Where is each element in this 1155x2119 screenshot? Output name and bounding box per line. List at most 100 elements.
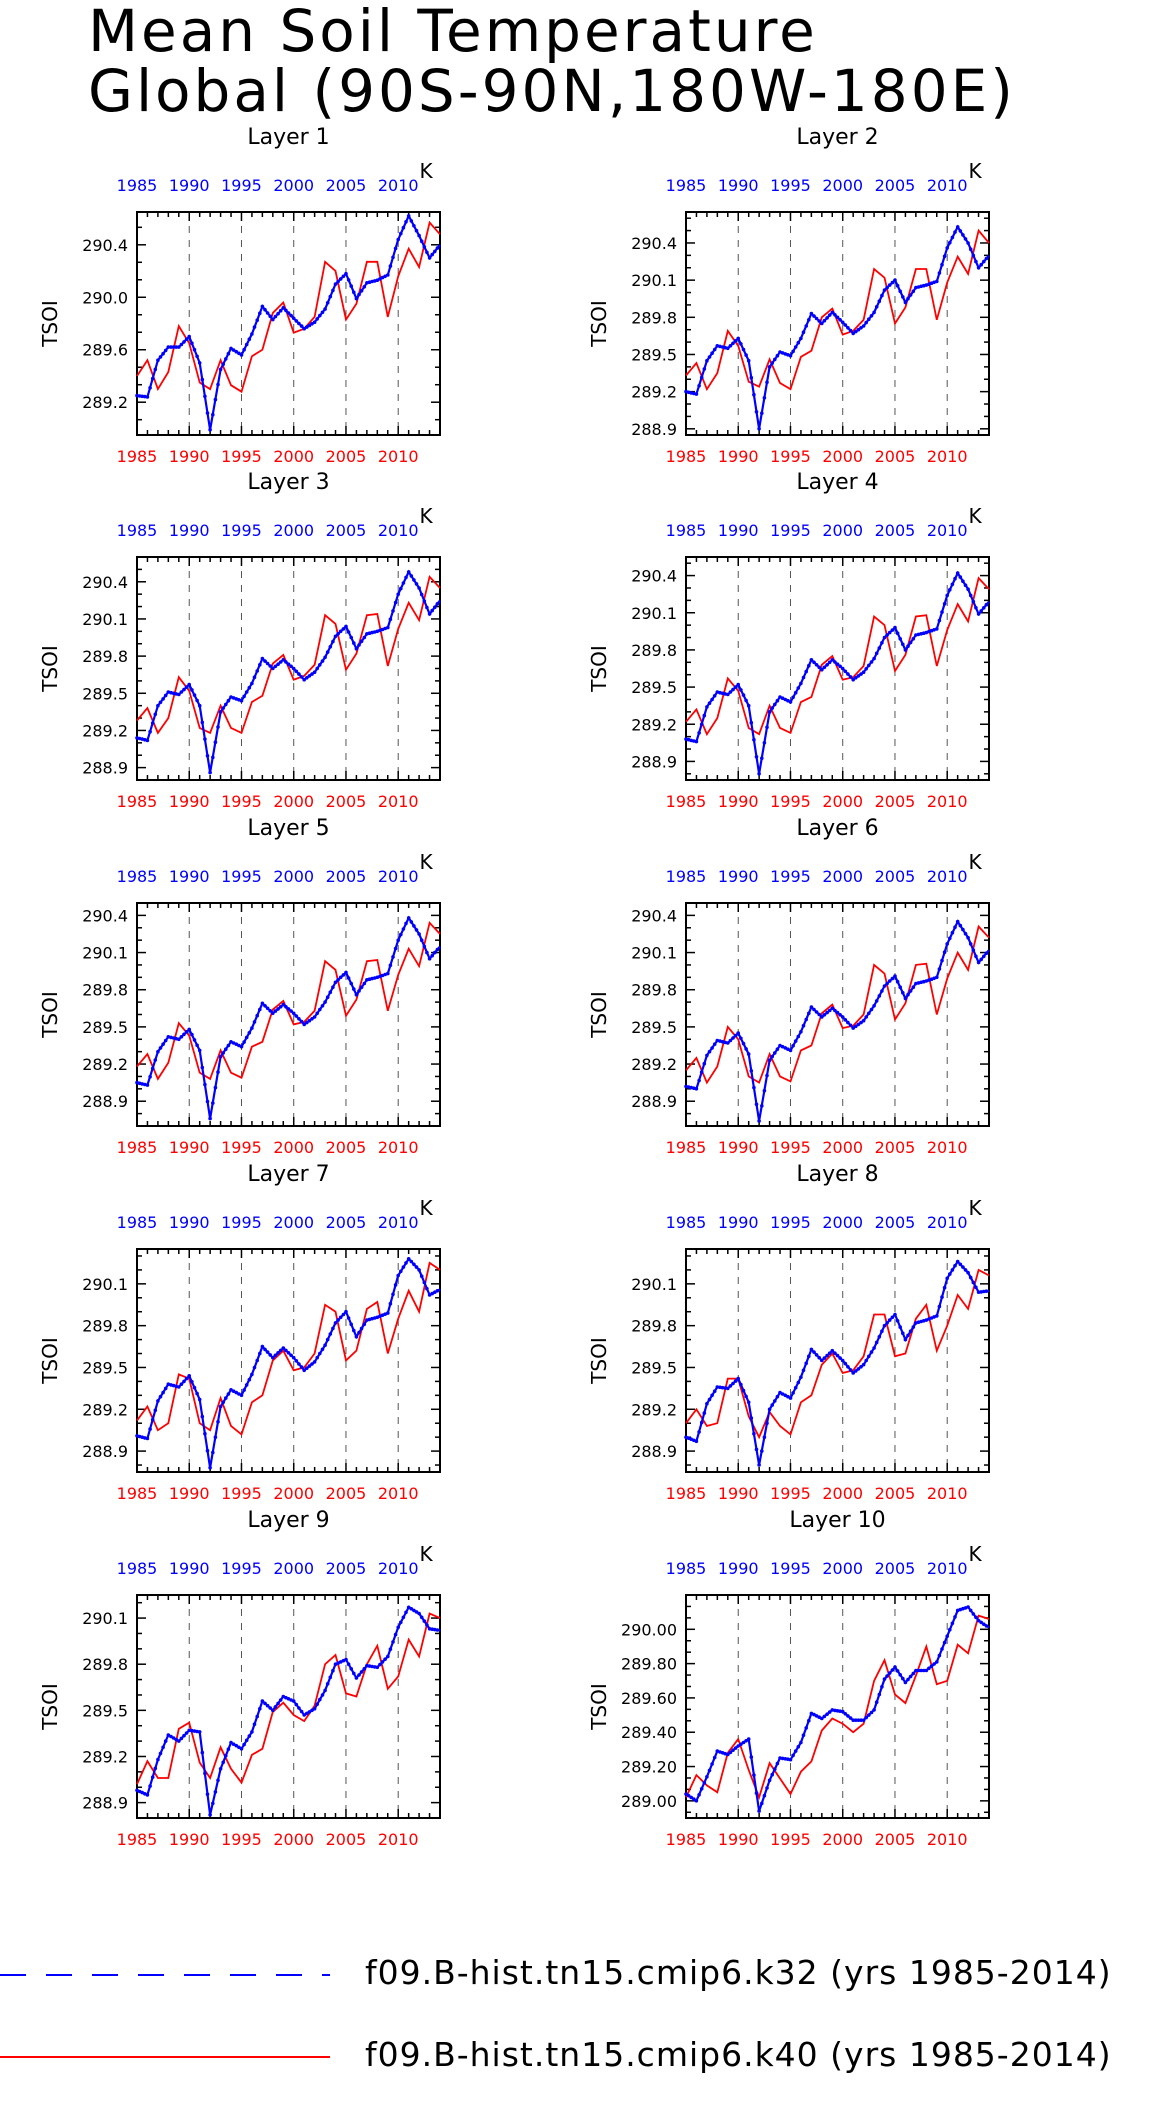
series-k32-marker [801, 1023, 806, 1028]
y-tick-label: 290.1 [82, 610, 128, 629]
series-k32-marker [305, 1020, 309, 1025]
panel-10: Layer 10 K 1985 1985 1990 1990 1995 1995 2000 200… [587, 1508, 990, 1849]
series-k32-marker [757, 1463, 761, 1467]
series-k32-marker [386, 625, 390, 630]
y-axis-label: TSOI [587, 1683, 611, 1731]
series-k32-marker [268, 1009, 273, 1013]
x-tick-label-bottom: 2000 [273, 1138, 314, 1157]
series-k32-marker [268, 1706, 273, 1710]
series-k32-marker [346, 278, 351, 282]
x-tick-label-top: 1990 [718, 176, 759, 195]
x-tick-label-top: 1990 [169, 521, 210, 540]
y-axis-label: TSOI [38, 645, 62, 693]
series-k32-marker [404, 220, 408, 224]
series-k32-marker [820, 1358, 824, 1363]
series-k32-marker [307, 323, 312, 328]
series-k32-marker [312, 1015, 317, 1019]
series-k32-marker [216, 725, 220, 729]
series-k32-marker [726, 1752, 730, 1757]
series-k32-marker [302, 1368, 307, 1373]
series-k32-marker [911, 1325, 916, 1329]
series-k32-marker [940, 610, 944, 614]
series-k32-marker [948, 240, 952, 245]
series-k32-marker [349, 1667, 354, 1671]
series-k32-marker [325, 1337, 330, 1342]
series-k32-marker [336, 279, 340, 284]
series-k32-marker [271, 317, 275, 322]
series-k32-marker [422, 1280, 427, 1285]
series-k32-marker [150, 376, 155, 381]
series-k32-marker [835, 1010, 840, 1015]
series-k32-marker [780, 1044, 785, 1049]
series-k32-marker [859, 326, 863, 330]
y-tick-label: 289.60 [621, 1689, 677, 1708]
series-k32-marker [974, 259, 978, 264]
series-k32-marker [404, 921, 408, 926]
series-k32-marker [775, 1047, 780, 1051]
x-tick-label-bottom: 2005 [875, 447, 916, 466]
series-k32-marker [924, 1668, 929, 1673]
series-k32-marker [966, 241, 970, 245]
panel-7: Layer 7 K 1985 1985 1990 1990 1995 1995 2000 2000… [38, 1162, 441, 1503]
x-tick-label-top: 2000 [822, 1559, 863, 1578]
panel-title: Layer 10 [789, 1508, 885, 1533]
series-k32-marker [856, 674, 861, 678]
series-k32-marker [911, 289, 916, 294]
series-k32-marker [880, 641, 884, 645]
x-tick-label-bottom: 2000 [822, 1830, 863, 1849]
series-k32-marker [752, 1773, 756, 1777]
series-k32-marker [359, 1670, 364, 1674]
series-k32-marker [190, 1032, 194, 1037]
series-k32-marker [971, 253, 976, 258]
x-tick-label-bottom: 1985 [666, 1138, 707, 1157]
series-k32-marker [150, 1775, 155, 1779]
series-k32-marker [741, 1388, 746, 1393]
series-k32-marker [289, 313, 293, 318]
series-k32-marker [299, 1019, 304, 1024]
series-k32-marker [224, 357, 228, 361]
series-k32-marker [393, 946, 398, 951]
series-k32-marker [302, 1022, 307, 1027]
series-k32-marker [182, 1733, 186, 1738]
series-k32-marker [893, 1312, 897, 1317]
series-k32-marker [840, 666, 845, 671]
series-k32-marker [851, 677, 855, 682]
series-k32-marker [396, 938, 401, 942]
series-k32-marker [391, 1292, 395, 1297]
series-k32-marker [749, 1416, 754, 1420]
series-k32-marker [412, 924, 416, 928]
x-tick-label-bottom: 2000 [273, 1830, 314, 1849]
series-k32-marker [903, 1680, 908, 1685]
series-k32-marker [200, 377, 205, 382]
series-k32-marker [741, 693, 746, 697]
y-tick-label: 288.9 [82, 1794, 128, 1813]
series-k32-marker [284, 660, 288, 664]
series-k32-marker [715, 1749, 720, 1753]
series-k32-marker [299, 1365, 304, 1369]
series-k32-marker [961, 1265, 965, 1269]
series-k32-marker [174, 1737, 178, 1742]
series-k32-marker [767, 1778, 772, 1783]
series-k32-marker [707, 1768, 712, 1773]
series-k32-marker [890, 628, 895, 632]
series-k32-marker [684, 1792, 688, 1796]
series-k32-marker [153, 367, 158, 372]
series-k32-marker [746, 1052, 751, 1056]
series-k32-marker [197, 1397, 202, 1402]
series-k32-marker [712, 694, 717, 698]
series-k32-marker [705, 1053, 709, 1058]
series-k40-line [136, 574, 441, 735]
series-k32-marker [244, 1035, 249, 1040]
series-k32-marker [294, 1359, 299, 1363]
y-tick-label: 289.2 [82, 1055, 128, 1074]
series-k32-marker [302, 1713, 307, 1717]
series-k32-marker [791, 695, 795, 700]
panel-title: Layer 8 [796, 1162, 878, 1187]
series-k32-marker [221, 362, 225, 367]
series-k32-marker [765, 1421, 769, 1425]
series-k32-marker [854, 1718, 858, 1722]
series-k32-marker [278, 1005, 283, 1009]
x-tick-label-top: 2010 [378, 176, 419, 195]
series-k32-marker [773, 357, 777, 362]
series-k32-marker [205, 411, 210, 415]
